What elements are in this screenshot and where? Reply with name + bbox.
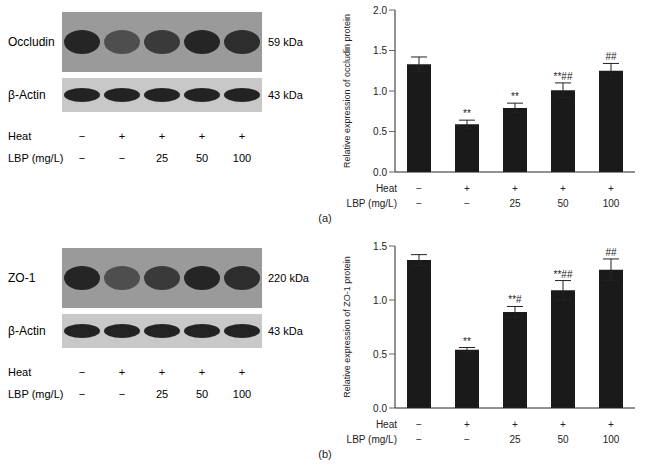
svg-text:LBP (mg/L): LBP (mg/L): [347, 434, 397, 445]
svg-text:0.0: 0.0: [373, 403, 387, 414]
svg-text:Occludin: Occludin: [8, 35, 55, 49]
svg-text:−: −: [416, 183, 422, 194]
svg-text:−: −: [79, 130, 85, 142]
svg-text:+: +: [159, 130, 165, 142]
svg-text:2.0: 2.0: [373, 5, 387, 16]
svg-text:−: −: [79, 366, 85, 378]
svg-text:LBP (mg/L): LBP (mg/L): [8, 152, 63, 164]
svg-text:−: −: [79, 388, 85, 400]
svg-text:1.0: 1.0: [373, 295, 387, 306]
svg-text:−: −: [416, 434, 422, 445]
html-text:(b): (b): [318, 448, 332, 460]
svg-text:43 kDa: 43 kDa: [268, 89, 304, 101]
svg-text:β-Actin: β-Actin: [8, 324, 46, 338]
svg-text:−: −: [416, 419, 422, 430]
svg-text:0.5: 0.5: [373, 126, 387, 137]
svg-text:−: −: [119, 152, 125, 164]
svg-text:##: ##: [605, 51, 617, 62]
svg-text:+: +: [239, 366, 245, 378]
svg-text:100: 100: [603, 198, 620, 209]
svg-text:−: −: [119, 388, 125, 400]
svg-text:1.5: 1.5: [373, 45, 387, 56]
svg-text:+: +: [512, 183, 518, 194]
svg-text:+: +: [560, 419, 566, 430]
svg-text:+: +: [608, 183, 614, 194]
svg-text:**#: **#: [508, 294, 522, 305]
svg-text:0.5: 0.5: [373, 349, 387, 360]
svg-text:25: 25: [509, 198, 521, 209]
svg-text:100: 100: [233, 152, 251, 164]
svg-text:+: +: [560, 183, 566, 194]
svg-text:LBP (mg/L): LBP (mg/L): [8, 388, 63, 400]
svg-text:100: 100: [233, 388, 251, 400]
svg-text:+: +: [512, 419, 518, 430]
svg-text:β-Actin: β-Actin: [8, 88, 46, 102]
svg-text:##: ##: [605, 247, 617, 258]
svg-text:50: 50: [557, 198, 569, 209]
svg-text:43 kDa: 43 kDa: [268, 325, 304, 337]
svg-text:−: −: [464, 434, 470, 445]
svg-text:+: +: [464, 183, 470, 194]
html-text:(a): (a): [318, 212, 332, 224]
svg-text:+: +: [119, 366, 125, 378]
svg-text:**##: **##: [554, 269, 573, 280]
svg-text:0.0: 0.0: [373, 167, 387, 178]
svg-text:ZO-1: ZO-1: [8, 271, 36, 285]
svg-text:25: 25: [509, 434, 521, 445]
svg-text:+: +: [159, 366, 165, 378]
svg-text:+: +: [608, 419, 614, 430]
svg-text:1.0: 1.0: [373, 86, 387, 97]
svg-text:LBP (mg/L): LBP (mg/L): [347, 198, 397, 209]
svg-text:+: +: [199, 366, 205, 378]
svg-text:50: 50: [557, 434, 569, 445]
svg-text:**: **: [463, 108, 471, 119]
svg-text:25: 25: [156, 388, 168, 400]
svg-text:50: 50: [196, 388, 208, 400]
svg-text:+: +: [464, 419, 470, 430]
svg-text:**##: **##: [554, 71, 573, 82]
svg-text:**: **: [511, 91, 519, 102]
svg-text:220 kDa: 220 kDa: [268, 272, 310, 284]
svg-text:+: +: [199, 130, 205, 142]
svg-text:Heat: Heat: [376, 183, 397, 194]
svg-text:−: −: [416, 198, 422, 209]
svg-text:Relative expression of ZO-1 pr: Relative expression of ZO-1 protein: [342, 256, 352, 398]
svg-text:+: +: [239, 130, 245, 142]
svg-text:**: **: [463, 336, 471, 347]
svg-text:100: 100: [603, 434, 620, 445]
svg-text:25: 25: [156, 152, 168, 164]
svg-text:50: 50: [196, 152, 208, 164]
svg-text:Heat: Heat: [376, 419, 397, 430]
svg-text:−: −: [464, 198, 470, 209]
svg-text:Relative expression of occludi: Relative expression of occludin protein: [342, 14, 352, 168]
svg-text:Heat: Heat: [8, 130, 31, 142]
svg-text:1.5: 1.5: [373, 241, 387, 252]
svg-text:+: +: [119, 130, 125, 142]
svg-text:Heat: Heat: [8, 366, 31, 378]
svg-text:−: −: [79, 152, 85, 164]
svg-text:59 kDa: 59 kDa: [268, 36, 304, 48]
